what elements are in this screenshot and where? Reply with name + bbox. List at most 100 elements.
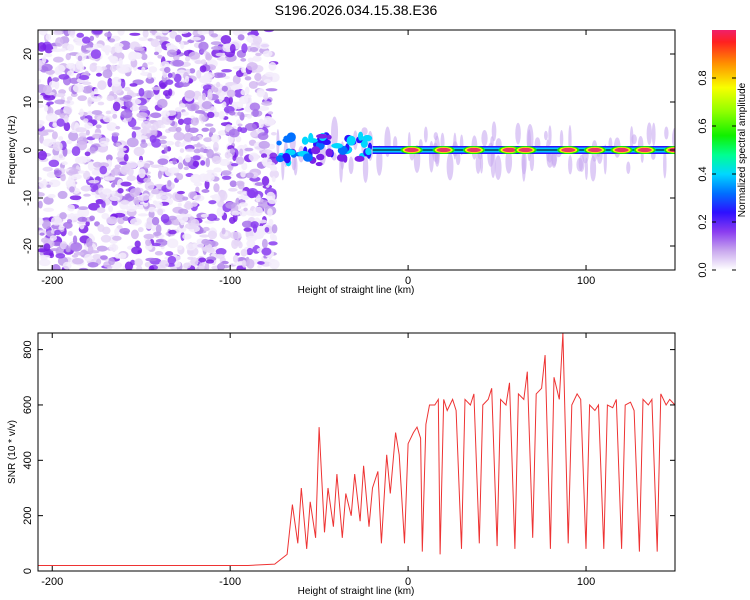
noise-blob: [247, 57, 254, 63]
noise-blob: [112, 167, 121, 176]
noise-blob: [54, 99, 66, 105]
noise-blob: [244, 86, 250, 95]
noise-blob: [206, 213, 218, 222]
noise-blob: [92, 253, 102, 260]
noise-blob: [225, 201, 236, 209]
noise-blob: [129, 83, 138, 87]
noise-blob: [213, 183, 220, 193]
noise-blob: [66, 96, 73, 101]
noise-blob: [241, 162, 248, 171]
noise-blob: [263, 79, 272, 84]
noise-blob: [245, 210, 254, 216]
noise-blob: [101, 212, 110, 220]
noise-blob: [184, 222, 197, 230]
noise-blob: [131, 131, 137, 139]
noise-blob: [105, 110, 112, 115]
streak-blob: [559, 129, 564, 148]
noise-blob: [173, 73, 182, 83]
noise-blob: [157, 170, 163, 180]
noise-blob: [158, 166, 168, 172]
noise-blob: [261, 176, 270, 186]
noise-blob: [78, 132, 87, 138]
noise-blob: [249, 102, 261, 112]
noise-blob: [228, 96, 233, 105]
noise-blob: [209, 127, 216, 134]
noise-blob: [168, 229, 177, 235]
noise-blob: [182, 233, 192, 240]
streak-blob: [629, 126, 634, 151]
noise-blob: [77, 216, 88, 222]
noise-blob: [201, 189, 210, 193]
noise-blob: [68, 131, 79, 142]
noise-blob: [177, 202, 182, 207]
noise-blob: [100, 255, 108, 260]
ridge-peak: [502, 147, 517, 153]
noise-blob: [96, 245, 108, 252]
noise-blob: [159, 82, 167, 90]
noise-blob: [169, 31, 178, 39]
noise-blob: [200, 59, 207, 65]
noise-blob: [38, 131, 49, 137]
noise-blob: [58, 74, 70, 80]
noise-blob: [53, 30, 63, 36]
noise-blob: [151, 189, 160, 195]
noise-blob: [254, 182, 265, 186]
noise-blob: [255, 52, 262, 57]
onset-blob: [346, 135, 356, 146]
streak-blob: [494, 155, 502, 180]
noise-blob: [52, 122, 58, 128]
noise-blob: [145, 239, 152, 247]
noise-blob: [64, 100, 75, 106]
y-tick-label: 0: [22, 568, 34, 574]
noise-blob: [157, 98, 168, 109]
noise-blob: [147, 61, 154, 65]
noise-blob: [83, 118, 89, 123]
noise-blob: [106, 216, 118, 225]
noise-blob: [118, 147, 127, 152]
noise-blob: [146, 217, 154, 225]
noise-blob: [213, 167, 222, 173]
noise-blob: [215, 52, 226, 57]
noise-blob: [124, 261, 134, 270]
noise-blob: [108, 257, 116, 266]
noise-blob: [120, 110, 133, 119]
noise-blob: [175, 107, 182, 112]
noise-blob: [249, 47, 259, 52]
x-tick-label: 0: [405, 275, 411, 287]
noise-blob: [172, 157, 177, 165]
noise-blob: [177, 213, 189, 224]
noise-blob: [62, 221, 73, 229]
noise-blob: [148, 265, 155, 270]
noise-blob: [51, 48, 64, 53]
noise-blob: [245, 172, 254, 179]
noise-blob: [125, 100, 133, 109]
noise-blob: [83, 170, 91, 180]
noise-blob: [166, 238, 179, 249]
noise-blob: [211, 134, 220, 143]
onset-blob: [343, 156, 348, 163]
noise-blob: [122, 63, 133, 73]
noise-blob: [138, 168, 146, 179]
noise-blob: [243, 94, 252, 98]
noise-blob: [261, 101, 273, 106]
noise-blob: [109, 64, 117, 72]
noise-blob: [221, 175, 232, 180]
noise-blob: [198, 262, 205, 270]
noise-blob: [72, 257, 84, 265]
noise-blob: [89, 182, 99, 193]
noise-blob: [197, 95, 203, 105]
streak-blob: [475, 153, 481, 174]
noise-blob: [160, 61, 170, 69]
noise-blob: [174, 192, 183, 201]
noise-blob: [126, 175, 137, 182]
noise-blob: [51, 131, 58, 140]
ridge-peak: [518, 147, 533, 153]
noise-blob: [211, 45, 223, 51]
noise-blob: [42, 56, 47, 64]
noise-blob: [56, 64, 66, 73]
noise-blob: [240, 66, 246, 74]
noise-blob: [211, 155, 222, 165]
noise-blob: [175, 110, 182, 120]
